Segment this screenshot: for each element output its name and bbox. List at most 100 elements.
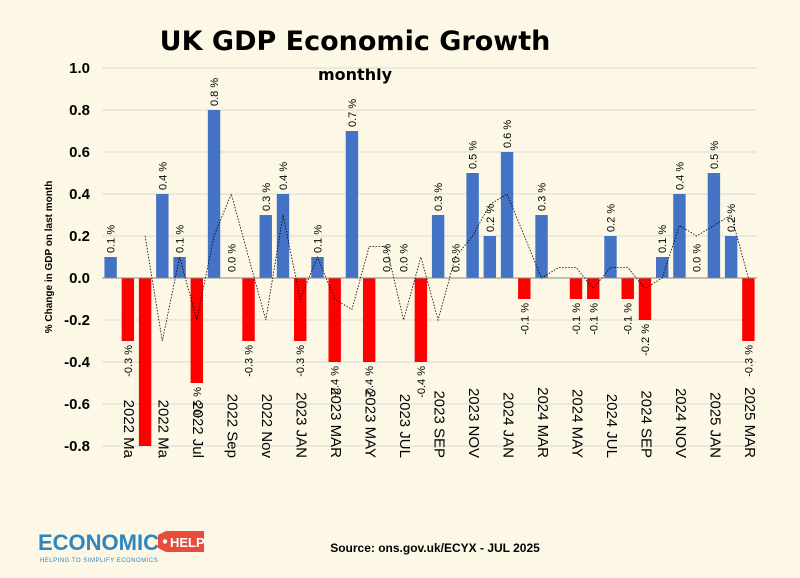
bar (345, 131, 359, 278)
x-tick-label: 2023 JUL (396, 394, 413, 458)
data-label: -0.3 % (123, 345, 135, 377)
x-tick-label: 2022 Sep (224, 394, 241, 458)
data-label: -0.1 % (623, 303, 635, 335)
bar (311, 257, 324, 278)
data-labels: 0.1 % -0.3 % 0.4 % 0.1 % -0.5 % 0.8 % 0.0 % -0.… (106, 78, 756, 419)
bar (604, 236, 617, 278)
bar (655, 257, 669, 278)
logo-badge-shape (158, 531, 204, 552)
data-label: 0.2 % (605, 204, 617, 232)
chart-title: UK GDP Economic Growth (160, 26, 551, 57)
x-tick-label: 2023 NOV (465, 388, 482, 458)
x-tick-label: 2024 JAN (499, 392, 516, 458)
data-label: -0.2 % (640, 324, 652, 356)
logo-badge-hole (162, 539, 168, 544)
bar (156, 194, 169, 278)
bar (483, 236, 497, 278)
bar (518, 278, 531, 299)
data-label: 0.0 % (692, 244, 704, 272)
bar (362, 278, 376, 362)
data-label: 0.3 % (433, 183, 445, 211)
x-tick-label: 2022 Jul (189, 401, 206, 458)
bar (500, 152, 514, 278)
bar (587, 278, 600, 299)
x-tick-label: 2024 JUL (603, 394, 620, 458)
y-tick-label: 0.4 (69, 186, 91, 203)
data-label: 0.2 % (726, 204, 738, 232)
data-label: -0.1 % (519, 303, 531, 335)
x-tick-label: 2022 Ma (120, 400, 137, 459)
y-tick-label: 0.8 (69, 102, 90, 119)
bar (466, 173, 479, 278)
y-tick-label: -0.4 (64, 354, 91, 371)
bar (638, 278, 652, 320)
data-label: 0.0 % (381, 244, 393, 272)
data-label: 0.1 % (657, 225, 669, 253)
bar (414, 278, 428, 362)
bar (207, 110, 221, 278)
x-tick-label: 2024 MAY (568, 389, 585, 458)
logo-badge: HELP (158, 531, 205, 552)
bar (121, 278, 135, 341)
data-label: 0.2 % (485, 204, 497, 232)
bar (431, 215, 445, 278)
y-tick-label: 0.6 (69, 144, 90, 161)
bar (242, 278, 255, 341)
bar (328, 278, 341, 362)
x-tick-label: 2023 MAY (362, 389, 379, 458)
data-label: -0.1 % (571, 303, 583, 335)
y-tick-label: -0.6 (64, 396, 90, 413)
data-label: 0.1 % (312, 225, 324, 253)
data-label: -0.4 % (364, 366, 376, 398)
data-label: 0.6 % (502, 120, 514, 148)
y-tick-label: 0.2 (69, 228, 90, 245)
y-axis-ticks: 1.0 0.8 0.6 0.4 0.2 0.0 -0.2 -0.4 -0.6 -0.8 (64, 60, 91, 455)
data-label: -0.1 % (588, 303, 600, 335)
x-tick-label: 2025 MAR (741, 387, 758, 458)
data-label: 0.0 % (450, 244, 462, 272)
x-tick-label: 2023 MAR (327, 387, 344, 458)
bar (621, 278, 634, 299)
x-tick-label: 2022 Ma (155, 400, 172, 459)
data-label: 0.4 % (278, 162, 290, 190)
bar (190, 278, 204, 383)
data-label: 0.4 % (157, 162, 169, 190)
trend-line (144, 192, 749, 342)
data-label: -0.3 % (743, 345, 755, 377)
logo-text: ECONOMICS (38, 530, 174, 555)
data-label: 0.5 % (709, 141, 721, 169)
data-label: -0.4 % (330, 366, 342, 398)
bar (104, 257, 117, 278)
data-label: -0.4 % (416, 366, 428, 398)
bar (535, 215, 548, 278)
bar (138, 278, 152, 446)
x-tick-label: 2022 Nov (258, 394, 275, 459)
logo-badge-text: HELP (170, 535, 205, 550)
y-tick-label: 0.0 (69, 270, 90, 287)
bar (259, 215, 272, 278)
bar (173, 257, 186, 278)
bar (724, 236, 738, 278)
y-axis-label: % Change in GDP on last month (44, 181, 55, 334)
data-label: -0.3 % (295, 345, 307, 377)
data-label: 0.5 % (468, 141, 480, 169)
data-label: 0.3 % (261, 183, 273, 211)
x-tick-label: 2025 JAN (706, 392, 723, 458)
y-tick-label: -0.8 (64, 438, 90, 455)
source-note: Source: ons.gov.uk/ECYX - JUL 2025 (330, 541, 540, 555)
data-label: 0.8 % (209, 78, 221, 106)
data-label: -0.5 % (192, 387, 204, 419)
bar (294, 278, 307, 341)
x-tick-label: 2024 SEP (637, 390, 654, 458)
bar (276, 194, 290, 278)
x-tick-label: 2023 JAN (293, 392, 310, 458)
bar (742, 278, 755, 341)
x-axis-ticks: 2022 Ma 2022 Ma 2022 Jul 2022 Sep 2022 Nov 20… (120, 387, 758, 459)
y-tick-label: -0.2 (64, 312, 90, 329)
data-label: 0.1 % (175, 225, 187, 253)
data-label: -0.3 % (244, 345, 256, 377)
data-label: 0.0 % (399, 244, 411, 272)
data-label: 0.7 % (347, 99, 359, 127)
data-label: 0.1 % (106, 225, 118, 253)
